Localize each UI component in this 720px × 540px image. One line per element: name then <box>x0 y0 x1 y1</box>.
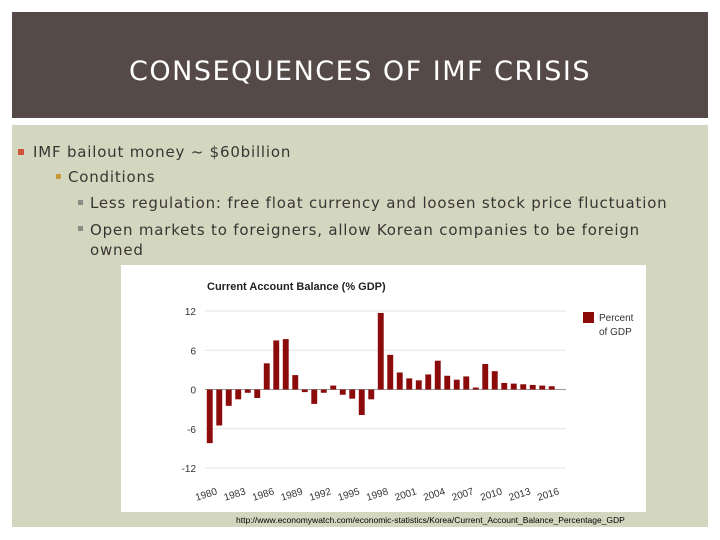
bar <box>225 389 232 406</box>
bar <box>254 389 261 399</box>
bar <box>415 380 422 390</box>
bar <box>463 376 470 390</box>
bar <box>501 382 508 390</box>
bar <box>320 389 327 393</box>
y-tick-label: 0 <box>190 386 196 397</box>
bar <box>311 389 318 404</box>
bullet-level3: Less regulation: free float currency and… <box>78 194 668 212</box>
bar <box>282 339 289 390</box>
bullet-level1: IMF bailout money ~ $60billion <box>18 143 292 161</box>
bar <box>434 360 441 390</box>
bar <box>216 389 223 426</box>
bar <box>301 389 308 393</box>
bar <box>491 371 498 390</box>
bar <box>482 363 489 390</box>
bar <box>453 379 460 390</box>
bullet-level3-text: Less regulation: free float currency and… <box>90 194 668 212</box>
x-tick-label: 2004 <box>422 486 447 503</box>
bar <box>548 386 555 390</box>
bar <box>330 385 337 390</box>
bar <box>349 389 356 399</box>
slide-title: CONSEQUENCES OF IMF CRISIS <box>129 55 591 87</box>
square-bullet-icon <box>56 174 61 179</box>
square-bullet-icon <box>18 149 24 155</box>
x-tick-label: 1986 <box>251 486 276 503</box>
bar <box>339 389 346 395</box>
bar <box>206 389 213 444</box>
chart-image: Current Account Balance (% GDP) 12 6 0 -6 -12… <box>121 265 646 512</box>
x-tick-label: 1995 <box>337 486 362 503</box>
bar <box>292 375 299 390</box>
bar <box>425 374 432 390</box>
legend-swatch <box>583 312 594 323</box>
x-tick-label: 1998 <box>365 486 390 503</box>
x-tick-label: 1980 <box>194 486 219 503</box>
bar <box>263 363 270 390</box>
bar <box>273 340 280 390</box>
x-tick-label: 2001 <box>394 486 419 503</box>
bar <box>368 389 375 400</box>
bar <box>235 389 242 400</box>
y-tick-label: -12 <box>182 464 197 475</box>
x-tick-label: 1983 <box>223 486 248 503</box>
square-bullet-icon <box>78 200 83 205</box>
bar <box>244 389 251 393</box>
source-link[interactable]: http://www.economywatch.com/economic-sta… <box>236 515 625 525</box>
bar <box>358 389 365 416</box>
y-tick-label: 12 <box>185 307 197 318</box>
bar <box>510 383 517 390</box>
legend-label: Percent <box>599 313 634 324</box>
x-tick-label: 2016 <box>536 486 561 503</box>
bullet-level3-text: Open markets to foreigners, allow Korean… <box>90 221 640 259</box>
x-tick-label: 2010 <box>479 486 504 503</box>
square-bullet-icon <box>78 226 83 231</box>
slide-header: CONSEQUENCES OF IMF CRISIS <box>12 12 708 118</box>
bar <box>529 384 536 390</box>
x-tick-label: 1992 <box>308 486 333 503</box>
y-tick-label: -6 <box>187 425 196 436</box>
legend-label: of GDP <box>599 327 632 338</box>
x-tick-label: 2013 <box>508 486 533 503</box>
bullet-level1-text: IMF bailout money ~ $60billion <box>33 143 292 161</box>
bar <box>520 384 527 390</box>
chart-title: Current Account Balance (% GDP) <box>207 281 386 293</box>
current-account-chart: Current Account Balance (% GDP) 12 6 0 -6 -12… <box>182 281 634 504</box>
bar <box>396 372 403 390</box>
bar <box>377 312 384 390</box>
bar <box>539 385 546 390</box>
bullet-level2: Conditions <box>56 168 156 186</box>
y-tick-label: 6 <box>190 346 196 357</box>
bullet-level2-text: Conditions <box>68 168 156 186</box>
bar <box>472 387 479 390</box>
x-tick-label: 2007 <box>451 486 476 503</box>
bar <box>444 375 451 390</box>
bar <box>406 378 413 390</box>
x-tick-label: 1989 <box>280 486 305 503</box>
bullet-level3: Open markets to foreigners, allow Korean… <box>78 220 690 260</box>
bar <box>387 354 394 390</box>
